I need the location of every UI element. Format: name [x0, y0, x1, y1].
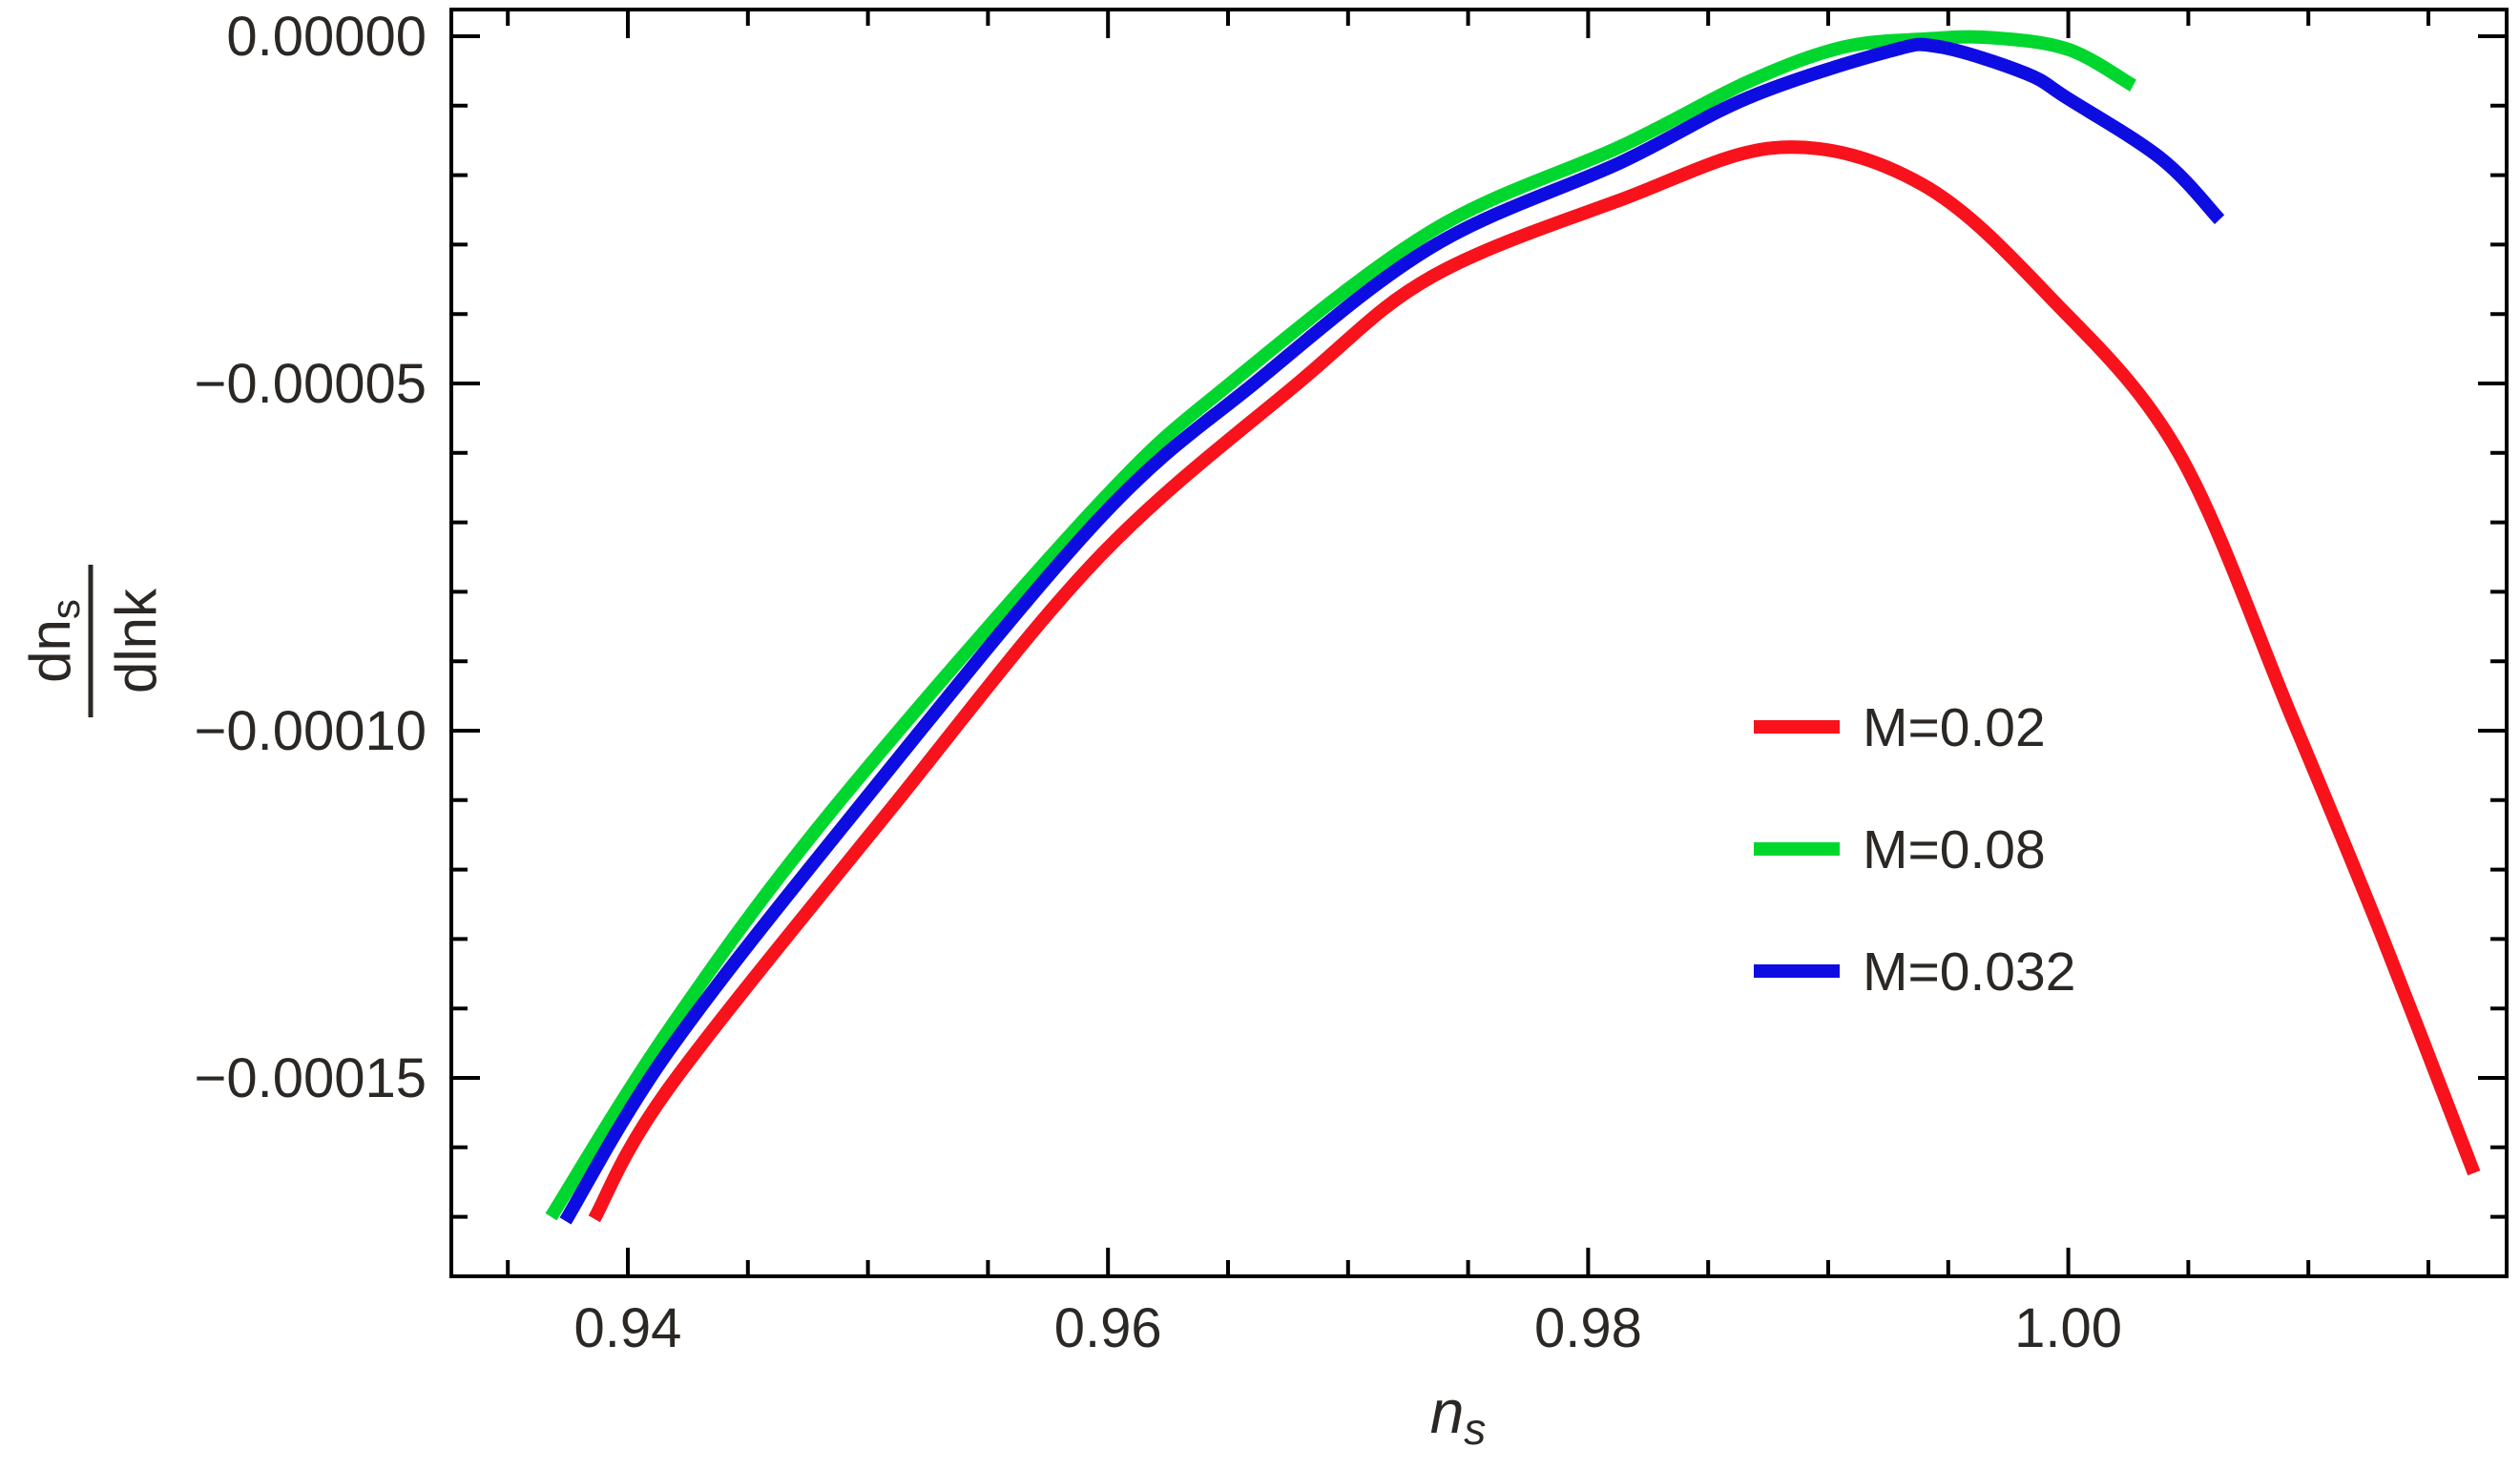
legend-item-red: M=0.02 [1754, 697, 2046, 758]
legend-item-blue: M=0.032 [1754, 941, 2075, 1003]
y-tick-label: −0.00015 [194, 1047, 427, 1109]
y-tick-label: −0.00010 [194, 700, 427, 762]
legend-label-blue: M=0.032 [1863, 941, 2075, 1003]
x-tick-label: 1.00 [2014, 1297, 2122, 1359]
y-tick-label: −0.00005 [194, 353, 427, 415]
y-axis-label-numerator: dns [18, 599, 88, 683]
legend-label-green: M=0.08 [1863, 819, 2046, 880]
plot-frame [449, 8, 2509, 1278]
y-tick-label: 0.00000 [226, 6, 427, 68]
y-axis-label: dns dlnk [18, 565, 168, 717]
legend-label-red: M=0.02 [1863, 697, 2046, 758]
legend-item-green: M=0.08 [1754, 819, 2046, 880]
x-axis-label: ns [1430, 1377, 1487, 1454]
curve-green [545, 30, 2137, 1221]
x-tick-label: 0.98 [1534, 1297, 1642, 1359]
x-tick-label: 0.94 [574, 1297, 682, 1359]
y-axis-label-denominator: dlnk [104, 588, 168, 693]
axis-ticks [451, 10, 2507, 1276]
curves [545, 30, 2481, 1225]
legend: M=0.02 M=0.08 M=0.032 [1754, 697, 2075, 1003]
x-tick-label: 0.96 [1054, 1297, 1162, 1359]
curve-blue [559, 37, 2225, 1225]
curve-red [588, 140, 2481, 1223]
